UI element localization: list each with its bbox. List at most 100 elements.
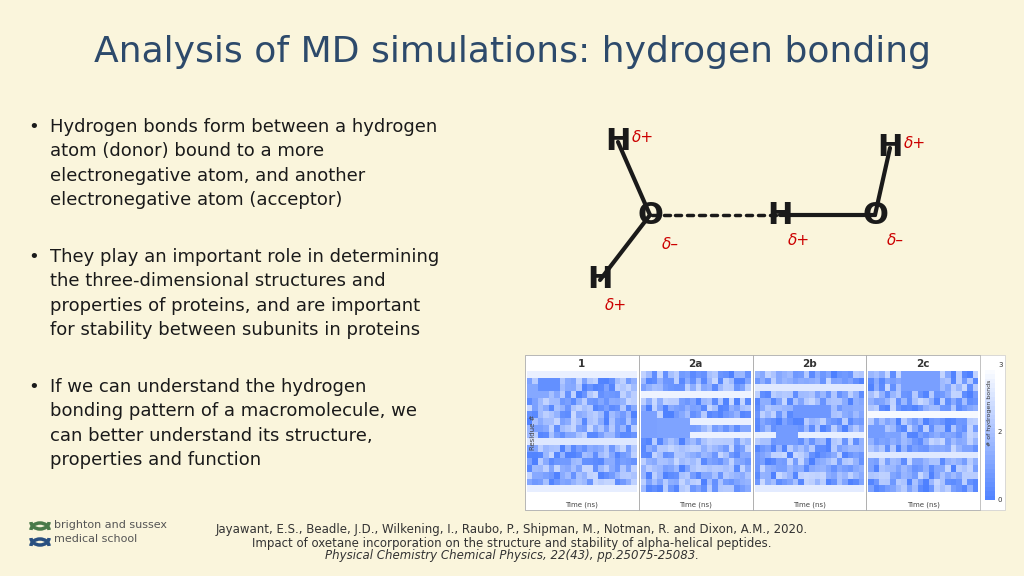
FancyBboxPatch shape [598,458,604,465]
FancyBboxPatch shape [549,479,554,485]
FancyBboxPatch shape [674,479,679,485]
FancyBboxPatch shape [890,418,896,425]
FancyBboxPatch shape [663,458,669,465]
FancyBboxPatch shape [571,431,577,438]
FancyBboxPatch shape [923,465,929,472]
FancyBboxPatch shape [837,458,843,465]
FancyBboxPatch shape [755,431,760,438]
FancyBboxPatch shape [577,411,582,418]
FancyBboxPatch shape [831,384,837,391]
FancyBboxPatch shape [695,398,701,404]
FancyBboxPatch shape [598,398,604,404]
FancyBboxPatch shape [604,445,609,452]
FancyBboxPatch shape [565,452,571,458]
FancyBboxPatch shape [554,384,560,391]
FancyBboxPatch shape [787,425,793,431]
Text: They play an important role in determining
the three-dimensional structures and
: They play an important role in determini… [50,248,439,339]
FancyBboxPatch shape [663,431,669,438]
FancyBboxPatch shape [657,472,663,479]
FancyBboxPatch shape [641,425,646,431]
FancyBboxPatch shape [728,398,734,404]
FancyBboxPatch shape [956,404,962,411]
FancyBboxPatch shape [669,398,674,404]
FancyBboxPatch shape [621,479,626,485]
FancyBboxPatch shape [799,411,804,418]
FancyBboxPatch shape [598,479,604,485]
FancyBboxPatch shape [766,452,771,458]
FancyBboxPatch shape [918,384,923,391]
FancyBboxPatch shape [880,438,885,445]
FancyBboxPatch shape [626,384,631,391]
FancyBboxPatch shape [880,391,885,398]
FancyBboxPatch shape [565,465,571,472]
FancyBboxPatch shape [739,418,745,425]
FancyBboxPatch shape [901,465,906,472]
Text: δ+: δ+ [788,233,810,248]
FancyBboxPatch shape [560,371,565,378]
FancyBboxPatch shape [657,391,663,398]
FancyBboxPatch shape [755,371,760,378]
FancyBboxPatch shape [956,485,962,492]
FancyBboxPatch shape [588,398,593,404]
FancyBboxPatch shape [782,438,787,445]
FancyBboxPatch shape [859,431,864,438]
FancyBboxPatch shape [760,452,766,458]
FancyBboxPatch shape [912,458,918,465]
FancyBboxPatch shape [549,452,554,458]
FancyBboxPatch shape [604,418,609,425]
FancyBboxPatch shape [609,452,614,458]
FancyBboxPatch shape [912,425,918,431]
Text: O: O [637,200,663,229]
FancyBboxPatch shape [859,458,864,465]
FancyBboxPatch shape [804,384,809,391]
FancyBboxPatch shape [669,445,674,452]
FancyBboxPatch shape [868,431,873,438]
FancyBboxPatch shape [593,425,598,431]
FancyBboxPatch shape [782,378,787,384]
FancyBboxPatch shape [621,425,626,431]
FancyBboxPatch shape [577,452,582,458]
FancyBboxPatch shape [890,472,896,479]
FancyBboxPatch shape [985,441,995,446]
FancyBboxPatch shape [527,404,532,411]
FancyBboxPatch shape [868,479,873,485]
FancyBboxPatch shape [760,485,766,492]
FancyBboxPatch shape [538,431,544,438]
FancyBboxPatch shape [760,431,766,438]
FancyBboxPatch shape [739,391,745,398]
FancyBboxPatch shape [565,384,571,391]
FancyBboxPatch shape [712,438,718,445]
FancyBboxPatch shape [614,445,621,452]
FancyBboxPatch shape [582,445,588,452]
FancyBboxPatch shape [571,458,577,465]
FancyBboxPatch shape [804,479,809,485]
FancyBboxPatch shape [712,452,718,458]
FancyBboxPatch shape [901,425,906,431]
FancyBboxPatch shape [718,404,723,411]
FancyBboxPatch shape [853,465,859,472]
FancyBboxPatch shape [565,425,571,431]
FancyBboxPatch shape [593,458,598,465]
FancyBboxPatch shape [776,371,782,378]
FancyBboxPatch shape [695,479,701,485]
FancyBboxPatch shape [837,378,843,384]
FancyBboxPatch shape [538,371,544,378]
FancyBboxPatch shape [859,384,864,391]
FancyBboxPatch shape [945,371,950,378]
FancyBboxPatch shape [967,438,973,445]
FancyBboxPatch shape [679,371,685,378]
FancyBboxPatch shape [837,404,843,411]
FancyBboxPatch shape [782,465,787,472]
FancyBboxPatch shape [859,391,864,398]
FancyBboxPatch shape [815,398,820,404]
FancyBboxPatch shape [760,391,766,398]
FancyBboxPatch shape [674,378,679,384]
FancyBboxPatch shape [934,458,940,465]
FancyBboxPatch shape [890,391,896,398]
FancyBboxPatch shape [554,465,560,472]
FancyBboxPatch shape [804,398,809,404]
FancyBboxPatch shape [679,438,685,445]
FancyBboxPatch shape [820,452,825,458]
FancyBboxPatch shape [527,452,532,458]
FancyBboxPatch shape [663,371,669,378]
